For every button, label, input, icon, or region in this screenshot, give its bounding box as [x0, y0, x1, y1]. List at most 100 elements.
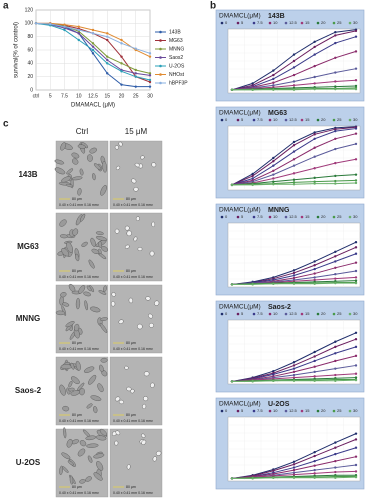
cell [65, 321, 75, 328]
legend-label: 15 [305, 214, 310, 219]
data-point [230, 477, 234, 480]
legend-marker [348, 312, 352, 316]
data-point [272, 160, 275, 163]
data-point [148, 52, 152, 55]
legend-label: MNNG [169, 46, 184, 52]
legend-label: hBPF3P [169, 80, 188, 86]
cell [133, 187, 139, 192]
cell [131, 178, 137, 184]
legend-label: 15 [305, 20, 310, 25]
data-point [334, 470, 337, 474]
legend-label: 0 [225, 20, 228, 25]
data-point [230, 283, 234, 286]
data-point [292, 66, 296, 69]
data-point [313, 272, 316, 275]
x-tick-label: 15 [104, 93, 110, 99]
y-tick-label: 40 [27, 61, 33, 67]
cell [95, 235, 108, 242]
cell [70, 362, 75, 370]
legend-label: 30 [353, 311, 358, 316]
field-info: 0.40 x 0.41 mm 0.16 mm² [113, 491, 154, 495]
cell [70, 390, 81, 396]
cell [141, 433, 146, 438]
cell [145, 296, 151, 301]
data-point [354, 364, 358, 367]
cell [86, 285, 92, 292]
cell [114, 228, 120, 234]
data-point [313, 282, 316, 285]
scale-bar-label: 80 µm [126, 413, 136, 417]
data-point [292, 460, 296, 463]
data-point [251, 172, 254, 176]
cell [90, 237, 96, 247]
data-point [272, 77, 275, 81]
legend-label: 0 [225, 117, 228, 122]
data-point [334, 179, 337, 183]
data-point [354, 87, 358, 91]
micrograph: 80 µm 0.40 x 0.41 mm 0.16 mm² [109, 140, 163, 210]
cell [68, 380, 73, 388]
cell [71, 176, 83, 181]
data-point [354, 463, 358, 467]
micrograph: 80 µm 0.40 x 0.41 mm 0.16 mm² [109, 284, 163, 354]
legend-label: 143B [169, 29, 181, 35]
data-point [313, 355, 316, 358]
cell [143, 371, 150, 377]
legend-marker [300, 21, 304, 25]
legend-marker [284, 312, 288, 316]
x-tick-label: 12.5 [88, 93, 98, 99]
legend-label: 25 [337, 311, 342, 316]
column-header: 15 μM [125, 127, 148, 136]
cell [79, 168, 84, 176]
data-point [134, 47, 137, 50]
legend-marker [332, 215, 336, 219]
data-point [272, 180, 275, 183]
cell [148, 313, 153, 319]
data-point [292, 466, 296, 469]
cell [63, 427, 67, 439]
cell [97, 383, 104, 393]
legend-marker [159, 73, 162, 76]
y-tick-label: 0 [30, 87, 33, 93]
cell [88, 259, 95, 269]
cell [54, 167, 66, 175]
data-point [334, 41, 337, 45]
field-info: 0.40 x 0.41 mm 0.16 mm² [113, 419, 154, 423]
data-point [292, 53, 296, 56]
legend-marker [316, 409, 320, 413]
legend-label: 5 [241, 311, 244, 316]
cell [75, 360, 81, 371]
micrograph-field [109, 284, 163, 354]
legend-marker [316, 215, 320, 219]
legend-marker [236, 118, 240, 122]
data-point [49, 22, 52, 26]
data-point [272, 370, 275, 373]
data-point [313, 451, 316, 454]
legend-label: 30 [353, 20, 358, 25]
cell [98, 240, 102, 248]
data-point [354, 378, 358, 382]
data-point [251, 477, 254, 480]
cell [111, 292, 116, 297]
legend-label: 7.5 [257, 20, 263, 25]
cell [141, 439, 147, 445]
data-point [63, 23, 66, 26]
data-point [106, 38, 109, 42]
scale-bar-label: 80 µm [72, 269, 82, 273]
x-axis-label: DMAMACL (μM) [71, 103, 115, 109]
cell [69, 475, 74, 485]
data-point [313, 53, 316, 56]
cell [154, 300, 160, 306]
legend-marker [252, 312, 256, 316]
data-point [120, 62, 123, 65]
data-point [272, 379, 275, 382]
cell [66, 168, 74, 175]
row-label: 143B [18, 170, 37, 179]
cell [100, 317, 108, 322]
data-point [120, 83, 123, 86]
data-point [272, 469, 275, 472]
field-info: 0.40 x 0.41 mm 0.16 mm² [59, 347, 100, 351]
data-point [292, 269, 296, 272]
data-point [313, 370, 316, 374]
legend-marker [220, 215, 224, 219]
